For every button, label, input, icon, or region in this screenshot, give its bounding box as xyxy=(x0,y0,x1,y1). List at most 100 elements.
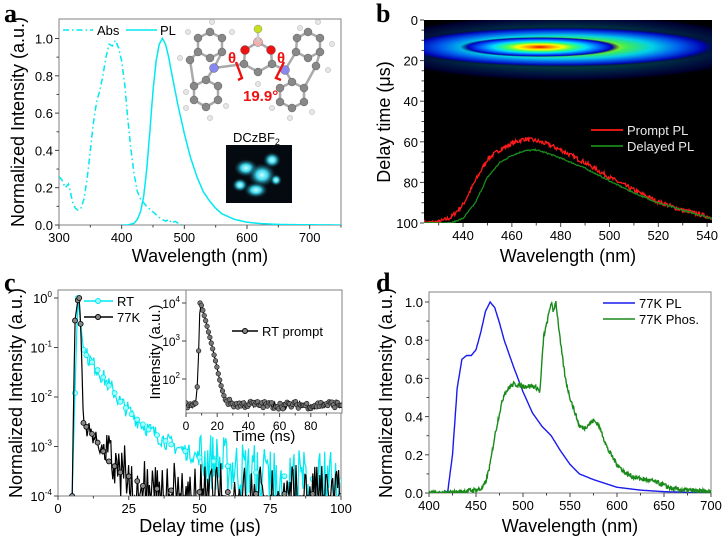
c-y-tick-label: 10-4 xyxy=(30,488,52,504)
a-x-tick-label: 600 xyxy=(236,230,258,245)
hydrogen-atom xyxy=(287,115,293,121)
hydrogen-atom xyxy=(309,109,315,115)
series-c xyxy=(69,295,341,496)
a-y-tick-label: 0.4 xyxy=(35,143,53,158)
d-x-tick-label: 450 xyxy=(465,498,487,513)
data-point-rt-prompt xyxy=(196,348,202,354)
data-point-77k xyxy=(117,469,124,476)
data-point-rt-prompt xyxy=(204,323,210,329)
molecule-atom-c xyxy=(275,97,285,107)
b-x-tick-label: 540 xyxy=(696,228,718,243)
series-line-delayed-pl xyxy=(424,148,712,223)
data-point-rt xyxy=(139,421,146,428)
b-y-tick-label: 60 xyxy=(404,135,418,150)
hydrogen-atom xyxy=(325,67,331,73)
data-point-rt-prompt xyxy=(332,404,338,411)
c-y-tick-label: 10-2 xyxy=(30,389,52,405)
b-x-tick-label: 480 xyxy=(550,228,572,243)
a-x-tick-label: 700 xyxy=(299,230,321,245)
data-point-rt-prompt xyxy=(219,388,226,394)
photo-glow xyxy=(263,152,281,168)
inset-y-tick-label: 102 xyxy=(162,371,180,387)
legend-label-delayed: Delayed PL xyxy=(627,139,694,154)
inset-legend: RT prompt xyxy=(232,324,323,339)
data-point-rt-prompt xyxy=(280,406,286,412)
inset-x-tick-label: 60 xyxy=(273,419,287,433)
a-x-tick-label: 300 xyxy=(48,230,70,245)
data-point-77k xyxy=(253,491,259,496)
series-line-77k-phos- xyxy=(429,300,711,493)
d-y-tick-label: 0.4 xyxy=(405,410,423,425)
d-y-tick-label: 0.6 xyxy=(405,371,423,386)
data-point-77k xyxy=(72,317,78,324)
photo-glow xyxy=(232,178,248,192)
molecule-atom-c xyxy=(253,67,263,77)
hydrogen-atom xyxy=(269,105,275,111)
a-y-tick-label: 0.8 xyxy=(35,69,53,84)
c-x-tick-label: 50 xyxy=(192,501,206,516)
data-point-rt xyxy=(123,405,129,411)
molecule-atom-c xyxy=(193,47,203,57)
data-point-rt-prompt xyxy=(218,383,224,389)
molecule-atom-c xyxy=(217,47,227,57)
hydrogen-atom xyxy=(183,89,189,95)
inset-frame xyxy=(185,289,343,414)
molecule-atom-c xyxy=(315,47,325,57)
b-y-tick-label: 40 xyxy=(404,94,418,109)
photo-glow xyxy=(244,182,268,198)
data-point-rt xyxy=(145,426,152,433)
legend-label-abs: Abs xyxy=(97,23,120,38)
heatmap-streak xyxy=(424,20,712,223)
data-point-rt-prompt xyxy=(304,400,310,407)
data-point-77k xyxy=(100,448,107,455)
molecule-atom-n xyxy=(209,63,219,73)
hydrogen-atom xyxy=(229,29,235,35)
legend-label-rt: RT xyxy=(117,294,134,309)
series-line-pl xyxy=(121,36,341,225)
inset-c: 0 20 40 60 80 104 103 102 Time (ns) Intensity (… xyxy=(147,289,343,445)
c-y-tick-label: 10-3 xyxy=(30,439,52,455)
series-line-77k xyxy=(71,296,341,496)
b-x-tick-label: 460 xyxy=(501,228,523,243)
x-axis-label-d: Wavelength (nm) xyxy=(502,516,638,536)
molecule-atom-c xyxy=(185,55,195,65)
data-point-rt-prompt xyxy=(208,340,214,346)
a-y-tick-label: 0.6 xyxy=(35,106,53,121)
b-y-tick-label: 20 xyxy=(404,54,418,69)
data-point-77k xyxy=(106,458,112,465)
x-axis-label-b: Wavelength (nm) xyxy=(500,246,636,266)
data-point-rt-prompt xyxy=(269,400,275,406)
a-y-tick-label: 0.0 xyxy=(35,218,53,233)
data-point-rt-prompt xyxy=(226,396,233,402)
legend-b: Prompt PL Delayed PL xyxy=(591,123,694,154)
molecule-atom-c xyxy=(189,95,199,105)
d-x-tick-label: 550 xyxy=(559,498,581,513)
legend-marker-rt-prompt xyxy=(242,328,248,334)
data-point-rt-prompt xyxy=(212,358,219,364)
molecule-atom-c xyxy=(291,47,301,57)
legend-marker-77k xyxy=(95,314,101,320)
molecule-atom-c xyxy=(213,81,223,91)
d-y-tick-label: 0.2 xyxy=(405,448,423,463)
inset-x-axis-label: Time (ns) xyxy=(233,428,296,445)
panel-letter-b: b xyxy=(376,0,390,28)
b-y-tick-label: 100 xyxy=(396,216,418,231)
data-point-77k xyxy=(154,485,160,492)
angle-theta-left: θ xyxy=(228,50,236,67)
data-point-rt xyxy=(196,454,203,461)
data-point-rt xyxy=(128,411,135,418)
data-point-rt-prompt xyxy=(210,346,216,352)
legend-label-77k-phos: 77K Phos. xyxy=(639,312,699,327)
molecule-bond xyxy=(213,62,245,70)
molecule-atom-c xyxy=(217,33,227,43)
molecule-atom-f xyxy=(253,24,263,34)
y-axis-label-b: Delay time (μs) xyxy=(374,61,394,182)
b-x-tick-label: 500 xyxy=(599,228,621,243)
data-point-77k xyxy=(89,430,95,437)
series-line-77k-pl xyxy=(429,300,711,493)
data-point-rt xyxy=(134,416,141,423)
data-point-rt-prompt xyxy=(211,352,217,358)
data-point-rt-prompt xyxy=(194,384,200,390)
d-y-tick-label: 0.0 xyxy=(405,486,423,501)
